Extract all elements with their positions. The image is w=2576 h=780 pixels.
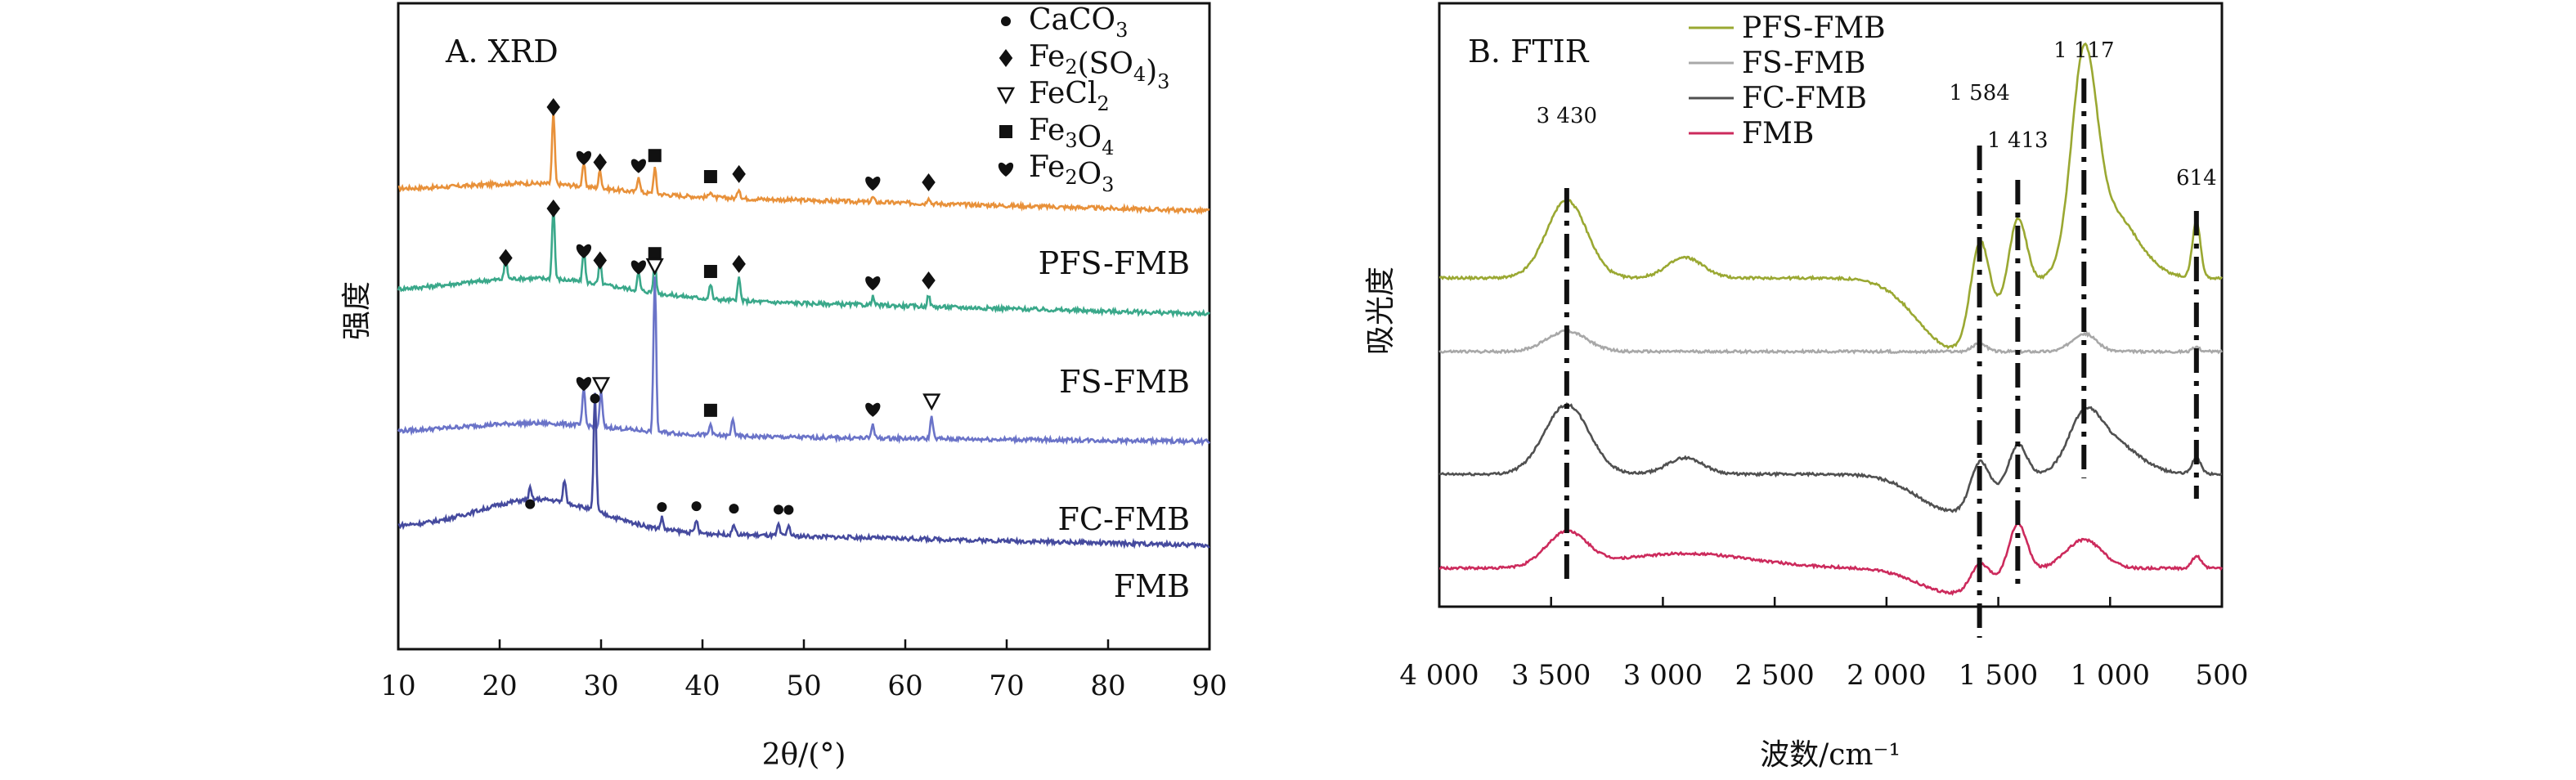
xrd-series-label: FMB — [1114, 568, 1190, 604]
xrd-peak-marker-heart — [631, 159, 647, 173]
xrd-xtick-label: 80 — [1090, 670, 1125, 702]
xrd-xtick-label: 70 — [989, 670, 1024, 702]
ftir-xtick-label: 2 000 — [1847, 659, 1926, 692]
xrd-peak-marker-heart — [865, 177, 881, 191]
xrd-title: A. XRD — [445, 34, 559, 69]
xrd-legend-label: FeCl2 — [1029, 77, 1110, 115]
xrd-xtick-label: 40 — [684, 670, 720, 702]
xrd-series-fmb — [397, 392, 1210, 549]
xrd-peak-marker-circle — [729, 504, 739, 514]
ftir-plot-frame — [1438, 2, 2224, 608]
xrd-xtick-label: 10 — [380, 670, 415, 702]
xrd-peak-marker-heart — [576, 150, 592, 165]
ftir-peak-label: 1 413 — [1987, 128, 2048, 153]
ftir-ylabel: 吸光度 — [1364, 267, 1398, 355]
xrd-peak-marker-diamond — [593, 251, 608, 270]
ftir-xlabel: 波数/cm⁻¹ — [1760, 738, 1901, 772]
ftir-legend-label: FS-FMB — [1742, 47, 1865, 80]
xrd-peak-marker-triangle-down — [645, 258, 664, 276]
ftir-xtick-label: 500 — [2196, 659, 2249, 692]
xrd-peak-marker-diamond — [732, 164, 746, 183]
ftir-peak-label: 614 — [2176, 166, 2217, 191]
ftir-legend-label: FMB — [1742, 117, 1814, 150]
xrd-series-fc-fmb — [397, 276, 1211, 447]
ftir-title: B. FTIR — [1468, 34, 1590, 69]
xrd-peak-marker-circle — [783, 504, 794, 515]
xrd-peak-marker-diamond — [546, 199, 560, 217]
xrd-peak-marker-square — [648, 149, 662, 163]
xrd-peak-marker-diamond — [593, 153, 608, 172]
xrd-peak-marker-diamond — [499, 249, 513, 267]
ftir-xtick-label: 1 000 — [2071, 659, 2150, 692]
ftir-panel: B. FTIR 吸光度 波数/cm⁻¹ 4 000 3 500 3 000 2 500… — [1364, 2, 2249, 772]
xrd-series-label: FC-FMB — [1058, 501, 1190, 537]
xrd-peak-marker-square — [703, 403, 717, 417]
xrd-peak-marker-diamond — [732, 254, 746, 273]
xrd-xlabel: 2θ/(°) — [762, 738, 846, 772]
xrd-peak-marker-square — [703, 265, 717, 279]
xrd-peak-marker-square — [703, 170, 717, 184]
xrd-peak-marker-circle — [774, 504, 783, 515]
xrd-legend-label: Fe2(SO4)3 — [1029, 40, 1169, 93]
ftir-xtick-label: 1 500 — [1959, 659, 2038, 692]
xrd-peak-marker-triangle-down — [922, 393, 941, 411]
xrd-legend-label: Fe3O4 — [1029, 114, 1114, 159]
ftir-peak-label: 3 430 — [1537, 104, 1597, 128]
ftir-xtick-label: 3 500 — [1511, 659, 1591, 692]
xrd-peak-marker-circle — [691, 501, 702, 512]
xrd-peak-marker-square — [648, 247, 662, 261]
xrd-peak-marker-triangle-down — [591, 377, 611, 395]
xrd-series-label: PFS-FMB — [1039, 245, 1190, 281]
ftir-xtick-label: 4 000 — [1399, 659, 1479, 692]
xrd-peak-marker-heart — [576, 377, 592, 392]
xrd-peak-marker-diamond — [546, 97, 560, 116]
ftir-xtick-label: 3 000 — [1623, 659, 1703, 692]
xrd-legend-marker-square — [999, 125, 1012, 138]
xrd-peak-marker-circle — [525, 499, 536, 509]
xrd-legend-label: Fe2O3 — [1029, 150, 1114, 196]
xrd-xtick-label: 20 — [482, 670, 517, 702]
xrd-legend-marker-heart — [998, 162, 1014, 177]
xrd-peak-marker-circle — [590, 393, 600, 404]
xrd-series-label: FS-FMB — [1059, 364, 1190, 400]
ftir-series-pfs-fmb — [1438, 42, 2224, 350]
ftir-series-fc-fmb — [1438, 402, 2223, 513]
xrd-peak-marker-heart — [865, 276, 881, 291]
xrd-peak-marker-diamond — [922, 271, 936, 289]
xrd-peak-marker-diamond — [922, 173, 936, 191]
xrd-legend-marker-circle — [1001, 16, 1011, 26]
xrd-ylabel: 强度 — [340, 281, 374, 340]
ftir-series-fs-fmb — [1438, 328, 2224, 355]
ftir-peak-label: 1 117 — [2053, 38, 2114, 63]
xrd-peak-marker-heart — [631, 260, 647, 275]
ftir-xtick-label: 2 500 — [1735, 659, 1814, 692]
xrd-xtick-label: 60 — [887, 670, 922, 702]
xrd-peak-marker-circle — [657, 502, 667, 513]
ftir-series-fmb — [1439, 522, 2224, 596]
xrd-peak-marker-heart — [865, 402, 881, 417]
xrd-legend-marker-triangle-down — [996, 87, 1016, 105]
ftir-legend-label: PFS-FMB — [1742, 11, 1886, 45]
xrd-peak-marker-heart — [576, 244, 592, 258]
xrd-xtick-label: 50 — [786, 670, 821, 702]
xrd-xtick-label: 90 — [1192, 670, 1227, 702]
ftir-legend-label: FC-FMB — [1742, 82, 1867, 115]
xrd-xtick-label: 30 — [583, 670, 618, 702]
ftir-peak-label: 1 584 — [1949, 81, 2009, 105]
xrd-legend-marker-diamond — [999, 49, 1013, 67]
xrd-series-fs-fmb — [397, 204, 1211, 319]
xrd-panel: A. XRD 强度 2θ/(°) 10 20 30 40 50 60 70 80 90 PFS-… — [340, 2, 1227, 772]
xrd-series-pfs-fmb — [397, 110, 1210, 215]
xrd-legend-label: CaCO3 — [1029, 3, 1128, 42]
